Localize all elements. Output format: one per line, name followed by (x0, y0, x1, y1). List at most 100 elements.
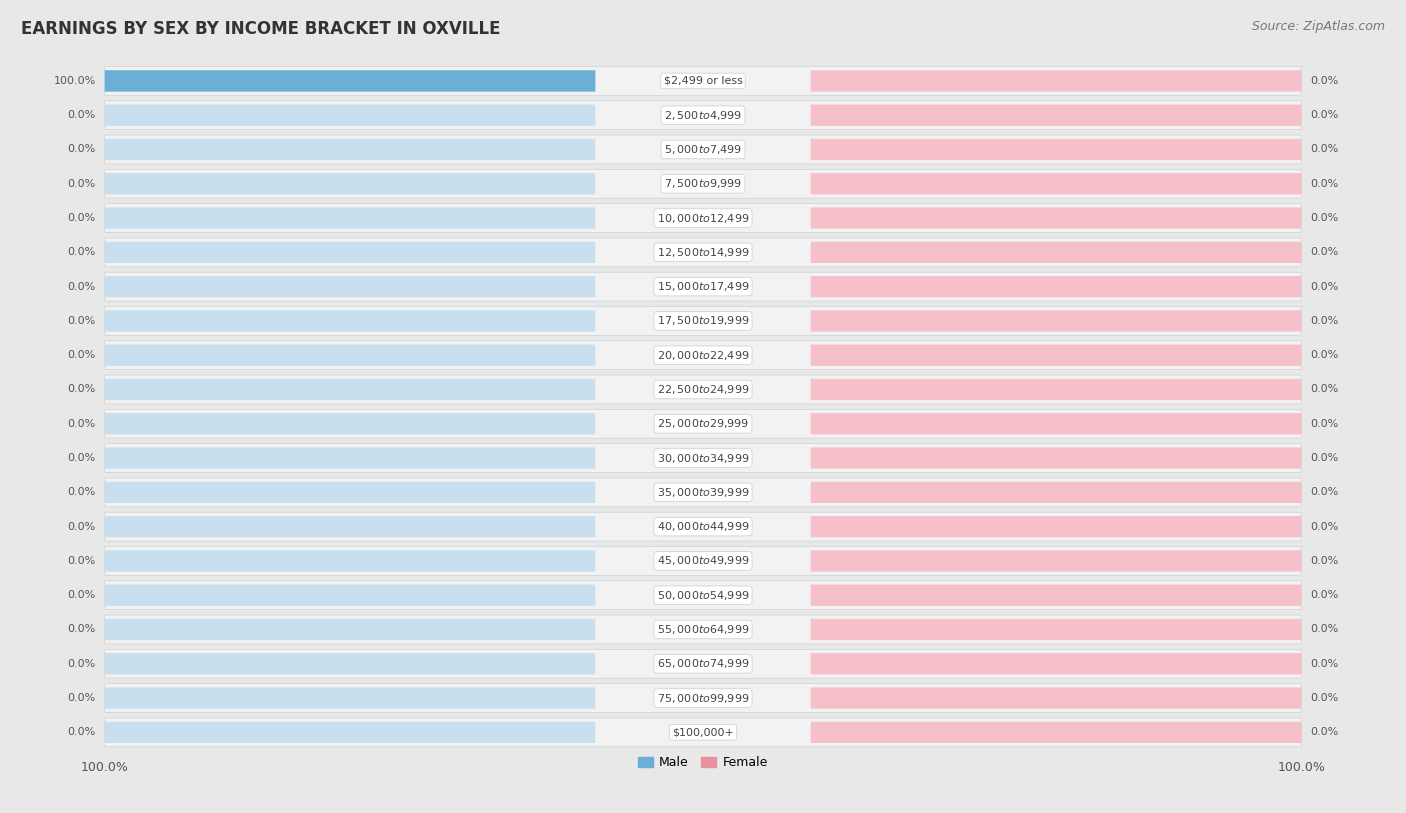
FancyBboxPatch shape (104, 580, 1302, 610)
Text: 0.0%: 0.0% (67, 728, 96, 737)
FancyBboxPatch shape (811, 207, 1302, 228)
FancyBboxPatch shape (811, 619, 1302, 640)
Text: $12,500 to $14,999: $12,500 to $14,999 (657, 246, 749, 259)
Text: 0.0%: 0.0% (67, 145, 96, 154)
Text: 0.0%: 0.0% (67, 385, 96, 394)
FancyBboxPatch shape (104, 276, 595, 298)
FancyBboxPatch shape (811, 413, 1302, 434)
FancyBboxPatch shape (811, 722, 1302, 743)
FancyBboxPatch shape (811, 550, 1302, 572)
FancyBboxPatch shape (104, 272, 1302, 301)
FancyBboxPatch shape (104, 204, 1302, 233)
FancyBboxPatch shape (104, 410, 1302, 438)
Text: 0.0%: 0.0% (1310, 693, 1339, 703)
FancyBboxPatch shape (811, 173, 1302, 194)
Text: 0.0%: 0.0% (67, 556, 96, 566)
FancyBboxPatch shape (104, 375, 1302, 404)
Text: 0.0%: 0.0% (1310, 111, 1339, 120)
Text: 0.0%: 0.0% (67, 179, 96, 189)
Text: $30,000 to $34,999: $30,000 to $34,999 (657, 451, 749, 464)
FancyBboxPatch shape (104, 516, 595, 537)
Text: 0.0%: 0.0% (1310, 624, 1339, 634)
Text: $17,500 to $19,999: $17,500 to $19,999 (657, 315, 749, 328)
FancyBboxPatch shape (811, 688, 1302, 709)
Text: 100.0%: 100.0% (53, 76, 96, 86)
Text: $75,000 to $99,999: $75,000 to $99,999 (657, 692, 749, 705)
FancyBboxPatch shape (811, 653, 1302, 675)
FancyBboxPatch shape (104, 653, 595, 675)
FancyBboxPatch shape (104, 688, 595, 709)
Text: $55,000 to $64,999: $55,000 to $64,999 (657, 623, 749, 636)
FancyBboxPatch shape (104, 311, 595, 332)
FancyBboxPatch shape (104, 207, 595, 228)
Text: 0.0%: 0.0% (67, 487, 96, 498)
FancyBboxPatch shape (811, 516, 1302, 537)
Text: 0.0%: 0.0% (1310, 350, 1339, 360)
FancyBboxPatch shape (104, 650, 1302, 678)
Text: 0.0%: 0.0% (67, 281, 96, 292)
Text: $100,000+: $100,000+ (672, 728, 734, 737)
Text: $20,000 to $22,499: $20,000 to $22,499 (657, 349, 749, 362)
Text: 0.0%: 0.0% (67, 350, 96, 360)
FancyBboxPatch shape (104, 67, 1302, 95)
FancyBboxPatch shape (104, 139, 595, 160)
Text: $10,000 to $12,499: $10,000 to $12,499 (657, 211, 749, 224)
FancyBboxPatch shape (104, 619, 595, 640)
FancyBboxPatch shape (811, 105, 1302, 126)
FancyBboxPatch shape (811, 311, 1302, 332)
FancyBboxPatch shape (104, 615, 1302, 644)
Text: 0.0%: 0.0% (1310, 281, 1339, 292)
Text: 0.0%: 0.0% (67, 522, 96, 532)
Text: 0.0%: 0.0% (1310, 213, 1339, 223)
Text: 0.0%: 0.0% (1310, 728, 1339, 737)
Text: 0.0%: 0.0% (67, 693, 96, 703)
Text: 0.0%: 0.0% (1310, 453, 1339, 463)
Text: $50,000 to $54,999: $50,000 to $54,999 (657, 589, 749, 602)
FancyBboxPatch shape (104, 307, 1302, 335)
Text: $7,500 to $9,999: $7,500 to $9,999 (664, 177, 742, 190)
Text: 0.0%: 0.0% (1310, 419, 1339, 428)
FancyBboxPatch shape (811, 379, 1302, 400)
FancyBboxPatch shape (811, 241, 1302, 263)
Text: 0.0%: 0.0% (67, 659, 96, 669)
FancyBboxPatch shape (104, 70, 595, 92)
FancyBboxPatch shape (104, 238, 1302, 267)
FancyBboxPatch shape (104, 341, 1302, 370)
FancyBboxPatch shape (811, 139, 1302, 160)
Text: 0.0%: 0.0% (1310, 145, 1339, 154)
Text: $15,000 to $17,499: $15,000 to $17,499 (657, 280, 749, 293)
FancyBboxPatch shape (104, 444, 1302, 472)
Text: $2,500 to $4,999: $2,500 to $4,999 (664, 109, 742, 122)
Text: 0.0%: 0.0% (67, 624, 96, 634)
FancyBboxPatch shape (104, 512, 1302, 541)
Text: 0.0%: 0.0% (67, 590, 96, 600)
FancyBboxPatch shape (811, 276, 1302, 298)
Legend: Male, Female: Male, Female (633, 751, 773, 774)
FancyBboxPatch shape (104, 173, 595, 194)
FancyBboxPatch shape (104, 550, 595, 572)
Text: $65,000 to $74,999: $65,000 to $74,999 (657, 657, 749, 670)
Text: 0.0%: 0.0% (1310, 76, 1339, 86)
Text: $2,499 or less: $2,499 or less (664, 76, 742, 86)
Text: 0.0%: 0.0% (1310, 522, 1339, 532)
FancyBboxPatch shape (104, 379, 595, 400)
Text: $45,000 to $49,999: $45,000 to $49,999 (657, 554, 749, 567)
Text: 0.0%: 0.0% (1310, 179, 1339, 189)
FancyBboxPatch shape (811, 345, 1302, 366)
Text: $35,000 to $39,999: $35,000 to $39,999 (657, 486, 749, 499)
Text: $5,000 to $7,499: $5,000 to $7,499 (664, 143, 742, 156)
Text: $25,000 to $29,999: $25,000 to $29,999 (657, 417, 749, 430)
FancyBboxPatch shape (811, 482, 1302, 503)
Text: 0.0%: 0.0% (1310, 590, 1339, 600)
Text: 0.0%: 0.0% (67, 213, 96, 223)
Text: EARNINGS BY SEX BY INCOME BRACKET IN OXVILLE: EARNINGS BY SEX BY INCOME BRACKET IN OXV… (21, 20, 501, 38)
FancyBboxPatch shape (104, 722, 595, 743)
FancyBboxPatch shape (104, 546, 1302, 576)
Text: $40,000 to $44,999: $40,000 to $44,999 (657, 520, 749, 533)
Text: 0.0%: 0.0% (67, 316, 96, 326)
Text: 0.0%: 0.0% (1310, 659, 1339, 669)
FancyBboxPatch shape (811, 585, 1302, 606)
Text: 0.0%: 0.0% (1310, 247, 1339, 258)
Text: Source: ZipAtlas.com: Source: ZipAtlas.com (1251, 20, 1385, 33)
FancyBboxPatch shape (104, 478, 1302, 506)
